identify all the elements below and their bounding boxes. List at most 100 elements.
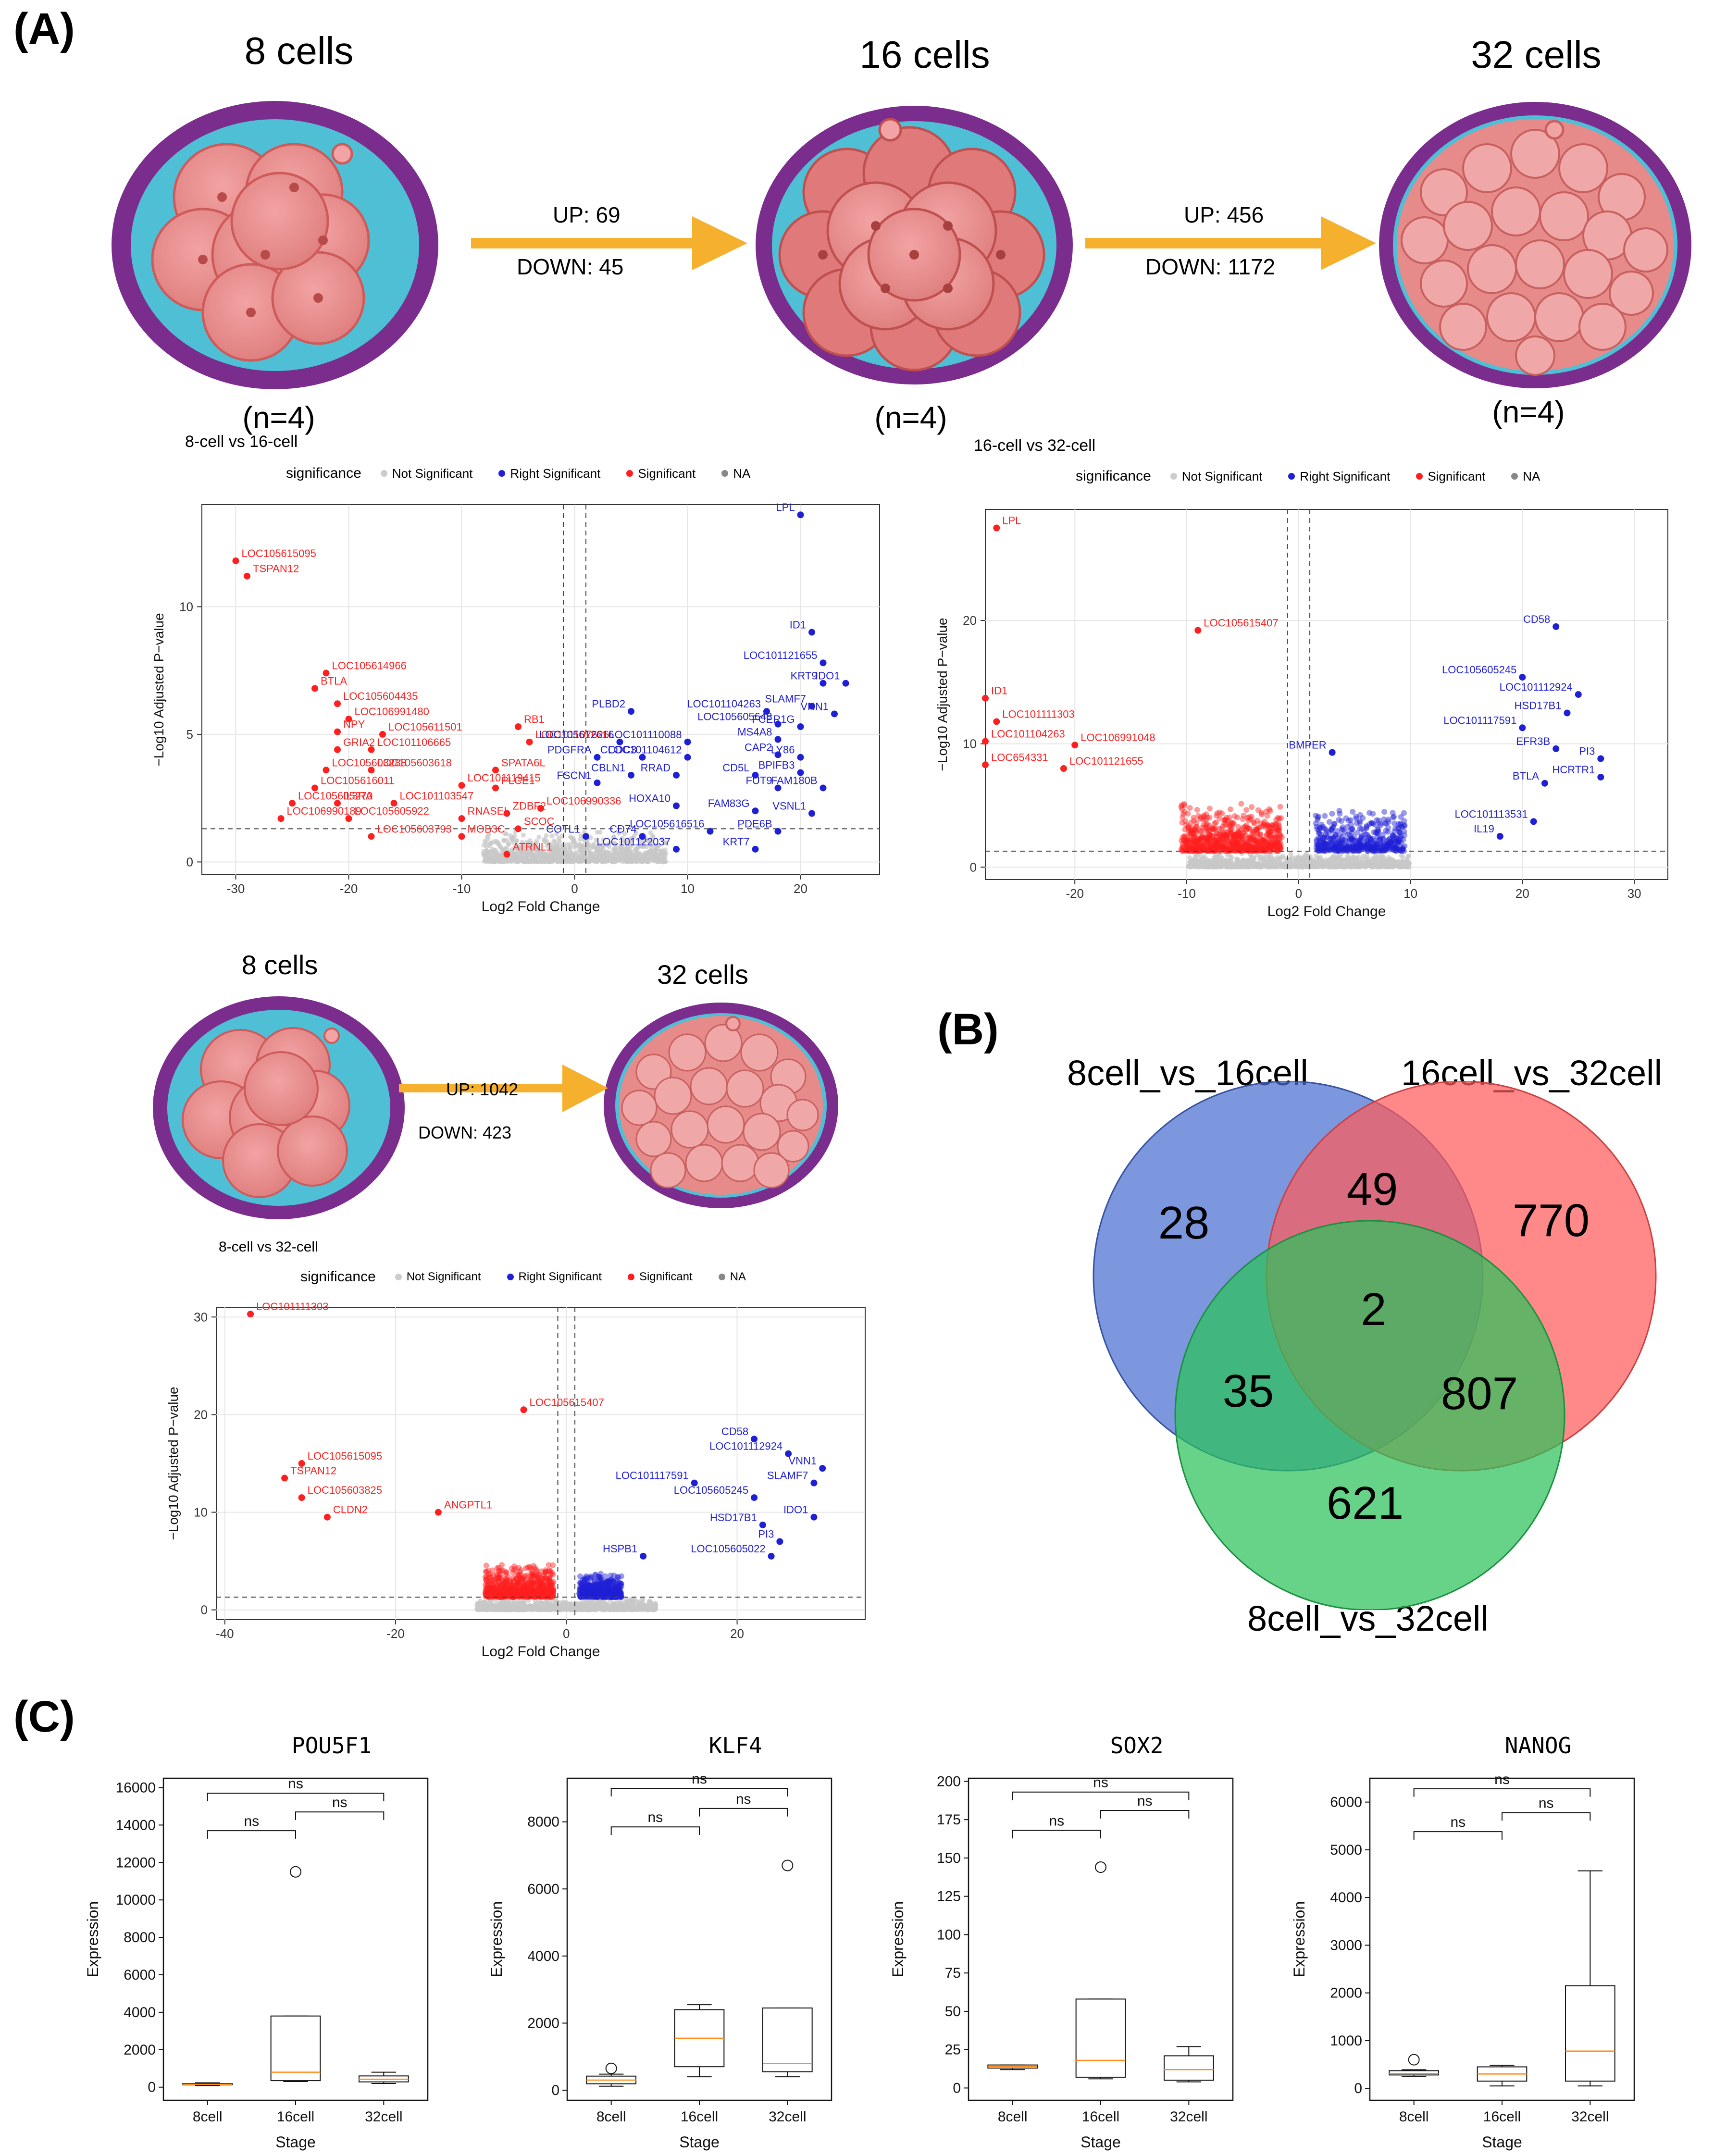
right-significant-point [583,1591,589,1597]
significant-point [517,1577,523,1584]
not-significant-point [1262,854,1267,859]
significant-point [1235,833,1241,839]
right-significant-point [1362,845,1368,851]
significant-point [483,1592,489,1598]
significant-point [544,1591,550,1597]
right-significant-point [1337,840,1343,846]
gene-label: LOC105603793 [377,823,452,835]
significant-point [1240,832,1246,839]
right-significant-point [1347,837,1353,843]
significant-point [506,1589,512,1595]
significant-point [532,1565,538,1571]
not-significant-point [1188,858,1193,864]
right-significant-point [1380,836,1387,843]
significant-point [505,1586,511,1592]
right-significant-point [1367,845,1374,851]
significant-point [539,1591,545,1598]
right-significant-point [1313,820,1319,826]
significant-point [501,1590,508,1597]
right-significant-point [1362,841,1368,847]
significant-point [1222,839,1228,845]
right-significant-point [1322,847,1328,854]
significant-point [495,1594,501,1600]
significant-point [549,1587,556,1594]
significant-point [1183,838,1190,844]
gene-point [368,833,375,840]
significant-point [1201,812,1207,818]
not-significant-point [628,1597,633,1602]
right-significant-point [1377,847,1383,854]
significant-point [550,1562,556,1568]
x-tick-label: 0 [563,1626,570,1641]
significant-point [496,1589,502,1596]
right-significant-point [1346,832,1353,838]
significant-point [1199,835,1205,842]
right-significant-point [1314,842,1320,848]
significant-point [1190,842,1196,848]
right-significant-point [614,1580,620,1586]
significant-point [1179,819,1185,826]
significant-point [539,1581,546,1587]
right-significant-point [610,1584,616,1590]
embryo-16-cell-illustration [756,106,1073,384]
significant-point [487,1586,494,1593]
significant-point [497,1593,503,1599]
embryo-8-cell-illustration-b [153,996,405,1219]
significant-point [1249,831,1255,837]
significant-point [534,1581,540,1587]
significant-point [1267,808,1273,814]
significant-point [1269,822,1276,829]
right-significant-point [1397,820,1403,827]
x-axis-label: Log2 Fold Change [1267,904,1386,919]
right-significant-point [1382,844,1389,851]
significant-point [1270,845,1277,852]
gene-point [628,771,634,779]
significant-point [1262,843,1268,849]
arrow1-up-count: UP: 69 [553,202,621,227]
right-significant-point [1328,840,1334,846]
significant-point [1236,833,1242,839]
significant-point [483,1590,489,1597]
gene-point [526,738,533,745]
right-significant-point [1398,814,1404,820]
not-significant-point [493,855,498,861]
significant-point [527,1593,533,1599]
significant-point [509,1589,516,1595]
significant-point [1258,810,1265,816]
significant-point [511,1585,517,1591]
significant-point [524,1580,531,1586]
stage-title-32-cells: 32 cells [1471,33,1602,76]
right-significant-point [1359,833,1365,839]
significant-point [484,1587,490,1594]
significant-point [493,1575,499,1582]
significant-point [496,1585,502,1591]
significant-point [1246,825,1253,831]
right-significant-point [1334,841,1341,847]
right-significant-point [1324,841,1330,847]
significant-point [540,1588,546,1594]
significant-point [1259,823,1266,830]
significant-point [1241,845,1247,851]
significant-point [488,1588,494,1594]
significant-point [518,1591,524,1597]
significant-point [1239,837,1245,843]
significant-point [1265,822,1271,829]
significant-point [1274,826,1280,832]
right-significant-point [1317,834,1324,841]
right-significant-point [1321,841,1328,847]
significant-point [1217,831,1224,838]
significant-point [1251,819,1257,825]
significant-point [1268,841,1275,847]
significant-point [485,1568,491,1574]
right-significant-point [1340,833,1346,840]
significant-point [489,1582,496,1588]
significant-point [510,1587,517,1594]
not-significant-point [611,835,616,840]
significant-point [1205,837,1212,843]
right-significant-point [597,1571,604,1577]
not-significant-point [568,842,573,847]
right-significant-point [1337,847,1343,854]
significant-point [1262,824,1268,830]
significant-point [537,1589,543,1596]
significant-point [1223,822,1229,828]
